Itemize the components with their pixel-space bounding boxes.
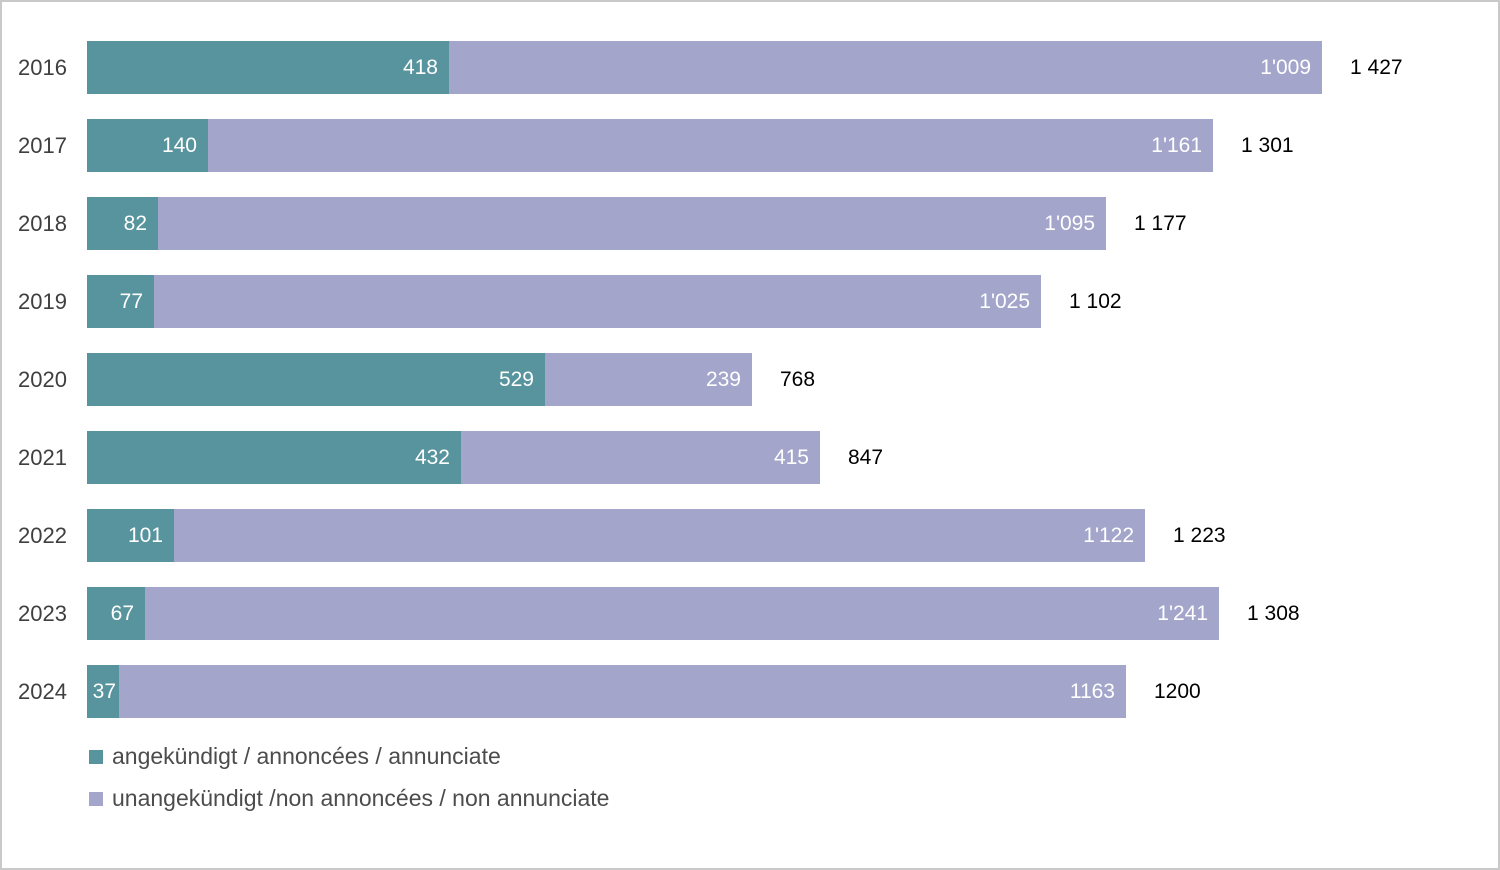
bar-segment-announced: 67 (87, 587, 145, 640)
chart-rows: 2016 418 1'009 1 427 2017 140 1'161 1 301 2018 82… (2, 41, 1498, 718)
legend-label-unannounced: unangekündigt /non annoncées / non annun… (112, 785, 610, 811)
bar-segment-unannounced: 1163 (119, 665, 1126, 718)
bar-track: 67 1'241 1 308 (87, 587, 1300, 640)
category-label: 2016 (18, 55, 67, 80)
bar-value-label: 415 (773, 445, 809, 469)
total-label: 1200 (1154, 680, 1201, 703)
bar-segment-announced: 82 (87, 197, 158, 250)
bar-track: 77 1'025 1 102 (87, 275, 1122, 328)
bar-value-label: 77 (119, 289, 143, 313)
bar-segment-unannounced: 1'095 (158, 197, 1106, 250)
bar-track: 82 1'095 1 177 (87, 197, 1187, 250)
bar-segment-announced: 418 (87, 41, 449, 94)
bar-segment-announced: 101 (87, 509, 174, 562)
total-label: 1 301 (1241, 134, 1294, 157)
bar-value-label: 1163 (1069, 679, 1115, 703)
bar-track: 529 239 768 (87, 353, 815, 406)
bar-segment-unannounced: 239 (545, 353, 752, 406)
bar-track: 432 415 847 (87, 431, 883, 484)
bar-value-label: 37 (92, 679, 116, 703)
bar-segment-unannounced: 1'161 (208, 119, 1213, 172)
chart-row: 2024 37 1163 1200 (2, 665, 1498, 718)
category-label: 2021 (18, 445, 67, 470)
category-label: 2022 (18, 523, 67, 548)
bar-value-label: 1'009 (1260, 55, 1311, 79)
bar-value-label: 67 (110, 601, 134, 625)
bar-segment-unannounced: 415 (461, 431, 820, 484)
total-label: 1 427 (1350, 56, 1403, 79)
bar-segment-announced: 77 (87, 275, 154, 328)
bar-track: 140 1'161 1 301 (87, 119, 1294, 172)
bar-value-label: 1'161 (1151, 133, 1202, 157)
total-label: 1 177 (1134, 212, 1187, 235)
bar-segment-announced: 529 (87, 353, 545, 406)
total-label: 1 308 (1247, 602, 1300, 625)
total-label: 1 223 (1173, 524, 1226, 547)
legend-label-announced: angekündigt / annoncées / annunciate (112, 743, 501, 769)
chart-row: 2016 418 1'009 1 427 (2, 41, 1498, 94)
chart-legend: angekündigt / annoncées / annunciate una… (89, 743, 1498, 812)
chart-row: 2023 67 1'241 1 308 (2, 587, 1498, 640)
total-label: 847 (848, 446, 884, 469)
chart-row: 2019 77 1'025 1 102 (2, 275, 1498, 328)
bar-value-label: 101 (127, 523, 163, 547)
chart-row: 2021 432 415 847 (2, 431, 1498, 484)
category-label: 2019 (18, 289, 67, 314)
category-label: 2018 (18, 211, 67, 236)
bar-segment-unannounced: 1'241 (145, 587, 1219, 640)
bar-segment-announced: 37 (87, 665, 119, 718)
legend-item-unannounced: unangekündigt /non annoncées / non annun… (89, 785, 1498, 812)
bar-value-label: 1'025 (979, 289, 1030, 313)
chart-plot-area: 2016 418 1'009 1 427 2017 140 1'161 1 301 2018 82… (2, 2, 1498, 718)
bar-track: 37 1163 1200 (87, 665, 1201, 718)
total-label: 768 (780, 368, 816, 391)
bar-value-label: 1'122 (1083, 523, 1134, 547)
bar-segment-announced: 432 (87, 431, 461, 484)
bar-value-label: 432 (414, 445, 450, 469)
legend-swatch-unannounced-icon (89, 791, 103, 806)
bar-value-label: 529 (498, 367, 534, 391)
bar-value-label: 1'241 (1157, 601, 1208, 625)
bar-value-label: 1'095 (1044, 211, 1095, 235)
chart-row: 2017 140 1'161 1 301 (2, 119, 1498, 172)
bar-segment-unannounced: 1'009 (449, 41, 1322, 94)
category-label: 2023 (18, 601, 67, 626)
chart-row: 2022 101 1'122 1 223 (2, 509, 1498, 562)
bar-segment-announced: 140 (87, 119, 208, 172)
bar-track: 418 1'009 1 427 (87, 41, 1403, 94)
bar-value-label: 140 (161, 133, 197, 157)
category-label: 2017 (18, 133, 67, 158)
bar-segment-unannounced: 1'122 (174, 509, 1145, 562)
bar-segment-unannounced: 1'025 (154, 275, 1041, 328)
total-label: 1 102 (1069, 290, 1122, 313)
chart-row: 2018 82 1'095 1 177 (2, 197, 1498, 250)
bar-value-label: 418 (402, 55, 438, 79)
bar-value-label: 82 (123, 211, 147, 235)
category-label: 2020 (18, 367, 67, 392)
category-label: 2024 (18, 679, 67, 704)
bar-value-label: 239 (705, 367, 741, 391)
bar-track: 101 1'122 1 223 (87, 509, 1226, 562)
chart-row: 2020 529 239 768 (2, 353, 1498, 406)
legend-swatch-announced-icon (89, 749, 103, 764)
legend-item-announced: angekündigt / annoncées / annunciate (89, 743, 1498, 770)
